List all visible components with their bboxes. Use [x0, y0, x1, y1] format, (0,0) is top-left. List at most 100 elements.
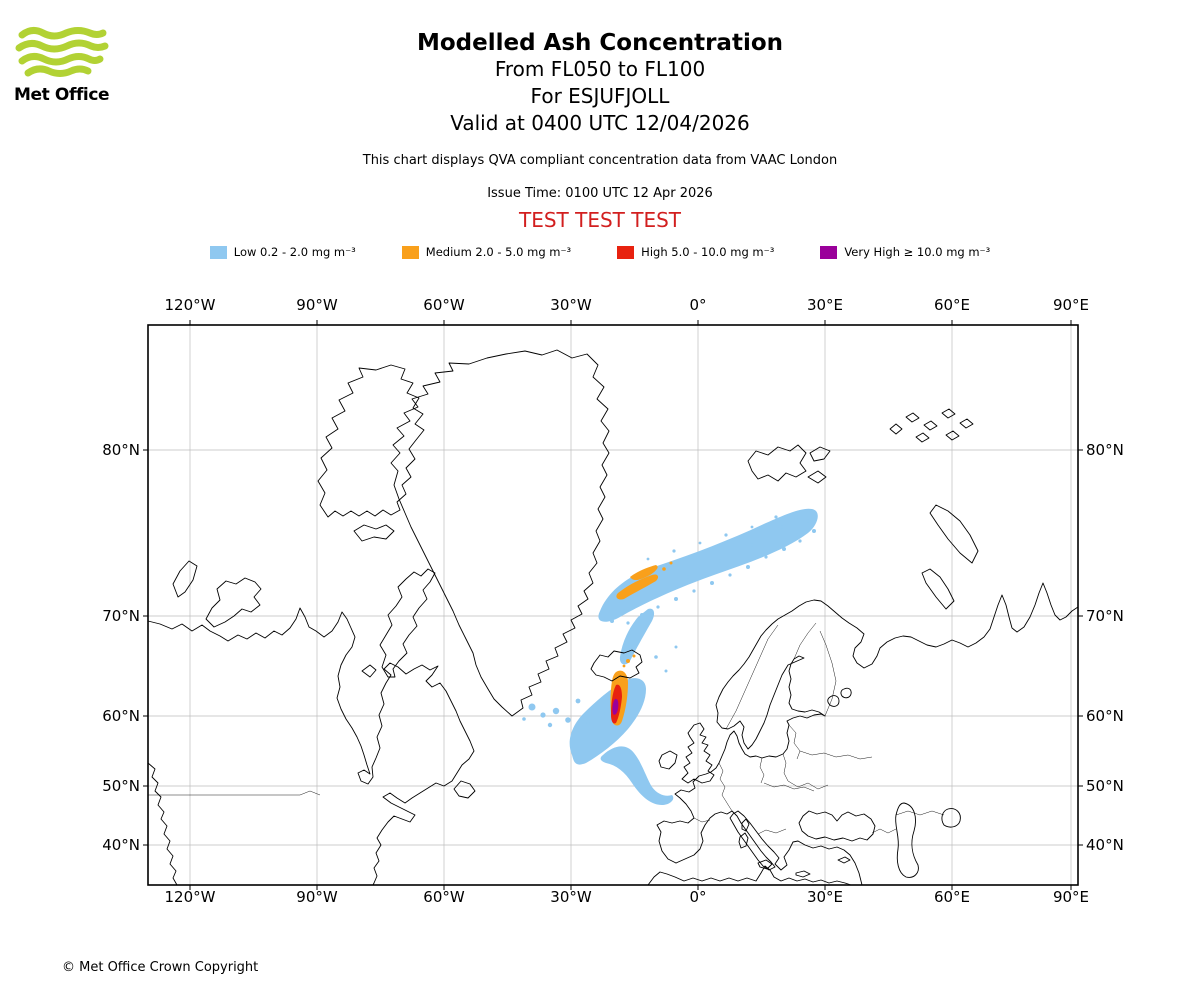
coastline-aral-sea: [941, 808, 961, 828]
plume-low-connector: [619, 608, 655, 665]
legend-swatch-medium: [401, 245, 419, 259]
coastline-north-america-arctic: [147, 607, 475, 886]
border-western-europe: [718, 762, 733, 812]
lon-tick-top-1: 90°W: [296, 296, 338, 314]
coastlines: [147, 349, 1079, 886]
legend-item-very-high: Very High ≥ 10.0 mg m⁻³: [820, 245, 990, 259]
lon-tick-bottom-1: 90°W: [296, 888, 338, 906]
coastline-sardinia: [738, 832, 749, 849]
coastline-sicily: [757, 859, 773, 870]
coastline-lake-ladoga: [827, 695, 840, 707]
legend-item-medium: Medium 2.0 - 5.0 mg m⁻³: [401, 245, 572, 259]
coastline-great-britain: [681, 722, 715, 784]
coastline-svalbard: [747, 444, 807, 482]
plume-medium-band-streak-1: [616, 574, 659, 600]
legend-swatch-low: [209, 245, 227, 259]
coastline-cyprus: [837, 856, 851, 864]
legend-label-medium: Medium 2.0 - 5.0 mg m⁻³: [425, 245, 572, 259]
lat-tick-left-3: 50°N: [102, 777, 140, 795]
border-baltics-belarus: [788, 724, 801, 760]
coastline-newfoundland: [453, 780, 476, 799]
border-germany-poland: [759, 757, 765, 784]
lat-tick-left-0: 80°N: [102, 441, 140, 459]
met-office-logo: Met Office: [14, 26, 118, 105]
chart-header: Modelled Ash Concentration From FL050 to…: [0, 30, 1200, 232]
lon-tick-top-3: 30°W: [550, 296, 592, 314]
lat-tick-right-4: 40°N: [1086, 836, 1124, 854]
border-caucasus: [871, 828, 897, 834]
lon-tick-top-7: 90°E: [1052, 296, 1090, 314]
lon-tick-top-5: 30°E: [806, 296, 844, 314]
border-poland-east: [782, 753, 789, 782]
map-frame: [147, 324, 1079, 886]
legend-label-very-high: Very High ≥ 10.0 mg m⁻³: [844, 245, 991, 259]
border-carpathia: [763, 782, 815, 792]
map-svg: [143, 320, 1083, 890]
border-us-canada: [148, 790, 321, 796]
legend-swatch-very-high: [820, 245, 838, 259]
logo-waves-icon: [15, 26, 109, 77]
coastline-lake-onega: [840, 687, 852, 699]
legend-label-low: Low 0.2 - 2.0 mg m⁻³: [233, 245, 356, 259]
ash-plume-low: [522, 508, 818, 805]
lon-tick-top-4: 0°: [689, 296, 707, 314]
border-sweden-finland: [793, 622, 817, 660]
axis-tick-marks: [143, 320, 1083, 890]
chart-title: Modelled Ash Concentration: [416, 30, 784, 56]
legend-item-low: Low 0.2 - 2.0 mg m⁻³: [209, 245, 356, 259]
lat-tick-right-3: 50°N: [1086, 777, 1124, 795]
lat-tick-right-2: 60°N: [1086, 707, 1124, 725]
coastline-devon-island: [353, 524, 395, 542]
border-southeast-europe: [787, 780, 829, 790]
coastline-greenland: [390, 349, 610, 717]
plume-medium-band-streak-2: [630, 565, 658, 581]
border-finland-russia: [819, 630, 837, 717]
lon-tick-bottom-4: 0°: [689, 888, 707, 906]
plume-very-high-core: [612, 698, 619, 715]
plume-low-main-band: [598, 508, 818, 622]
coastline-novaya-zemlya-north: [929, 504, 979, 564]
lat-tick-left-2: 60°N: [102, 707, 140, 725]
border-norway-sweden: [725, 624, 779, 730]
coastline-iceland: [590, 649, 643, 682]
lon-tick-bottom-0: 120°W: [164, 888, 216, 906]
border-france-spain: [693, 817, 711, 823]
country-borders: [148, 622, 945, 835]
lon-tick-bottom-6: 60°E: [933, 888, 971, 906]
lat-tick-left-1: 70°N: [102, 607, 140, 625]
coastline-corsica: [741, 818, 750, 832]
coastline-ellesmere-island: [317, 364, 425, 518]
lon-tick-top-6: 60°E: [933, 296, 971, 314]
subtitle-valid-time: Valid at 0400 UTC 12/04/2026: [450, 111, 750, 135]
border-central-asia: [895, 810, 945, 816]
copyright-text: © Met Office Crown Copyright: [62, 960, 259, 975]
gridlines: [148, 325, 1078, 885]
coastline-mediterranean-north: [675, 810, 863, 886]
legend-item-high: High 5.0 - 10.0 mg m⁻³: [617, 245, 774, 259]
coastline-baffin-island: [379, 568, 436, 678]
plume-low-speckles: [522, 515, 816, 728]
coastline-banks-island: [172, 560, 198, 598]
subtitle-volcano: For ESJUFJOLL: [530, 84, 670, 108]
coastline-svalbard-ne-island: [809, 446, 831, 462]
lon-tick-bottom-5: 30°E: [806, 888, 844, 906]
subtitle-flight-levels: From FL050 to FL100: [494, 57, 706, 81]
coastline-eurasia: [656, 582, 1079, 864]
lon-tick-top-2: 60°W: [423, 296, 465, 314]
lon-tick-top-0: 120°W: [164, 296, 216, 314]
legend-swatch-high: [617, 245, 635, 259]
coastline-svalbard-e-island: [807, 470, 827, 484]
coastline-pacific: [147, 762, 178, 886]
lon-tick-bottom-3: 30°W: [550, 888, 592, 906]
lat-tick-left-4: 40°N: [102, 836, 140, 854]
lon-tick-bottom-7: 90°E: [1052, 888, 1090, 906]
lat-tick-right-1: 70°N: [1086, 607, 1124, 625]
plume-low-iceland-blob: [569, 678, 646, 765]
lat-tick-right-0: 80°N: [1086, 441, 1124, 459]
lon-tick-bottom-2: 60°W: [423, 888, 465, 906]
border-ukraine-russia: [799, 750, 873, 760]
border-balkans: [757, 828, 787, 835]
coastline-black-sea: [798, 810, 876, 842]
plume-low-south-tail: [600, 746, 674, 805]
